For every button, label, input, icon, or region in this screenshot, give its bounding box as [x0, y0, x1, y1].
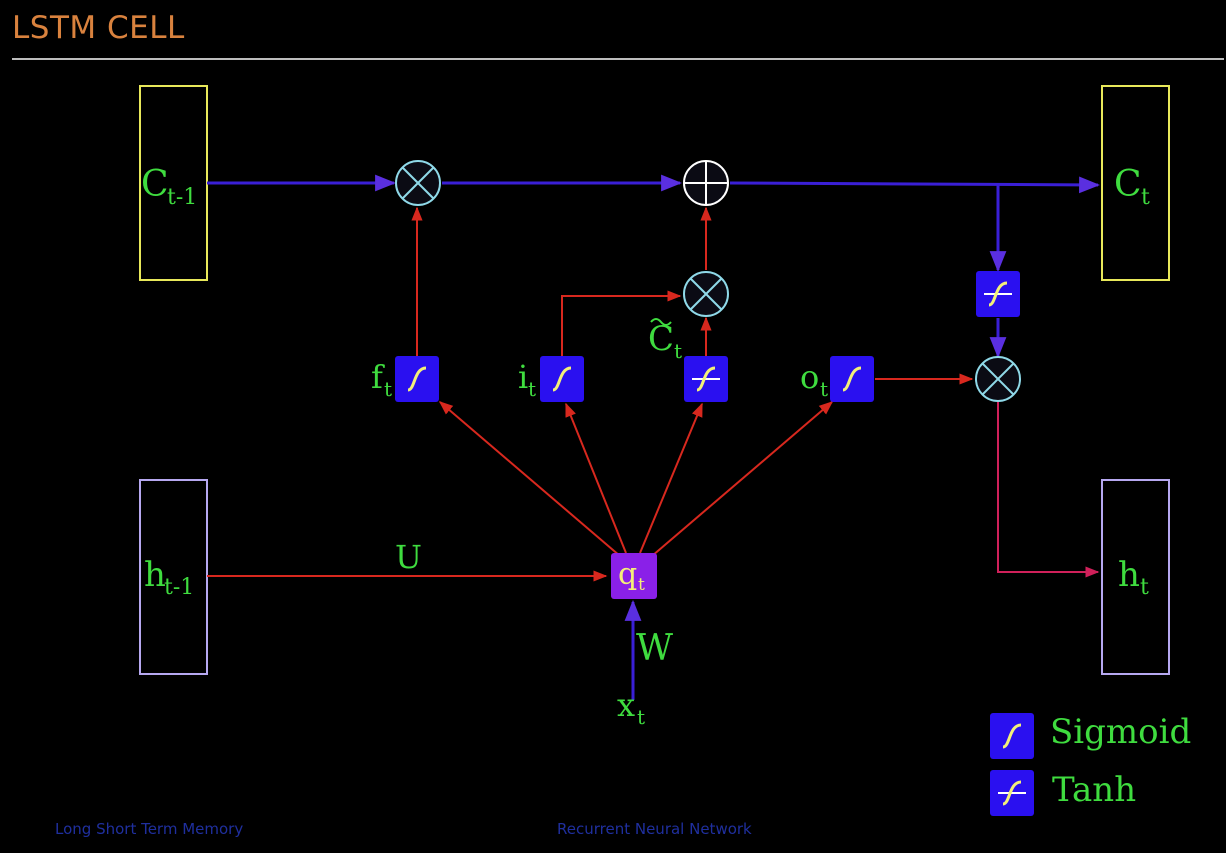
q-subscript: t [638, 575, 645, 595]
legend-sigmoid-label: Sigmoid [1050, 712, 1192, 752]
input-label: x [617, 686, 635, 724]
forget-gate-subscript: t [384, 377, 392, 401]
slide-title: LSTM CELL [12, 10, 185, 46]
q-to-c-line [639, 402, 703, 554]
weight-w-label: W [636, 628, 673, 669]
hidden-cur-subscript: t [1140, 575, 1149, 600]
hidden-prev-subscript: t-1 [164, 575, 194, 600]
forget-gate-label: f [371, 358, 385, 396]
candidate-tanh-icon [684, 356, 728, 402]
input-multiply-icon [683, 271, 729, 317]
i-to-mult-line [561, 290, 682, 356]
hidden-cur-label: h [1118, 555, 1140, 595]
q-to-f-line [438, 401, 621, 557]
forget-multiply-icon [395, 160, 441, 206]
weight-u-label: U [395, 538, 422, 576]
candidate-tilde-icon [650, 318, 672, 326]
hidden-prev-label: h [144, 555, 166, 595]
candidate-label: C [648, 319, 674, 359]
footer-center: Recurrent Neural Network [557, 820, 752, 838]
footer-left: Long Short Term Memory [55, 820, 244, 838]
candidate-subscript: t [674, 339, 682, 363]
cell-line-3 [729, 176, 1101, 194]
cell-tanh-icon [976, 271, 1020, 317]
add-icon [683, 160, 729, 206]
output-multiply-icon [975, 356, 1021, 402]
forget-gate-sigmoid-icon [395, 356, 439, 402]
input-gate-label: i [518, 358, 528, 396]
title-divider [12, 58, 1224, 60]
q-to-i-line [565, 402, 627, 554]
cell-prev-label: C [141, 164, 169, 205]
input-gate-sigmoid-icon [540, 356, 584, 402]
q-label: q [618, 557, 637, 592]
input-subscript: t [637, 705, 645, 729]
q-to-o-line [651, 401, 834, 557]
output-gate-label: o [800, 358, 819, 396]
cell-cur-subscript: t [1141, 185, 1150, 210]
output-gate-subscript: t [820, 377, 828, 401]
hidden-cur-box [1101, 479, 1170, 675]
cell-cur-label: C [1114, 164, 1142, 205]
legend-tanh-icon [990, 770, 1034, 816]
cell-prev-subscript: t-1 [167, 185, 197, 210]
input-gate-subscript: t [528, 377, 536, 401]
output-gate-sigmoid-icon [830, 356, 874, 402]
q-box [611, 553, 657, 599]
legend-tanh-label: Tanh [1052, 770, 1137, 810]
mult-to-h-line [997, 402, 1100, 578]
cell-cur-box [1101, 85, 1170, 281]
legend-sigmoid-icon [990, 713, 1034, 759]
